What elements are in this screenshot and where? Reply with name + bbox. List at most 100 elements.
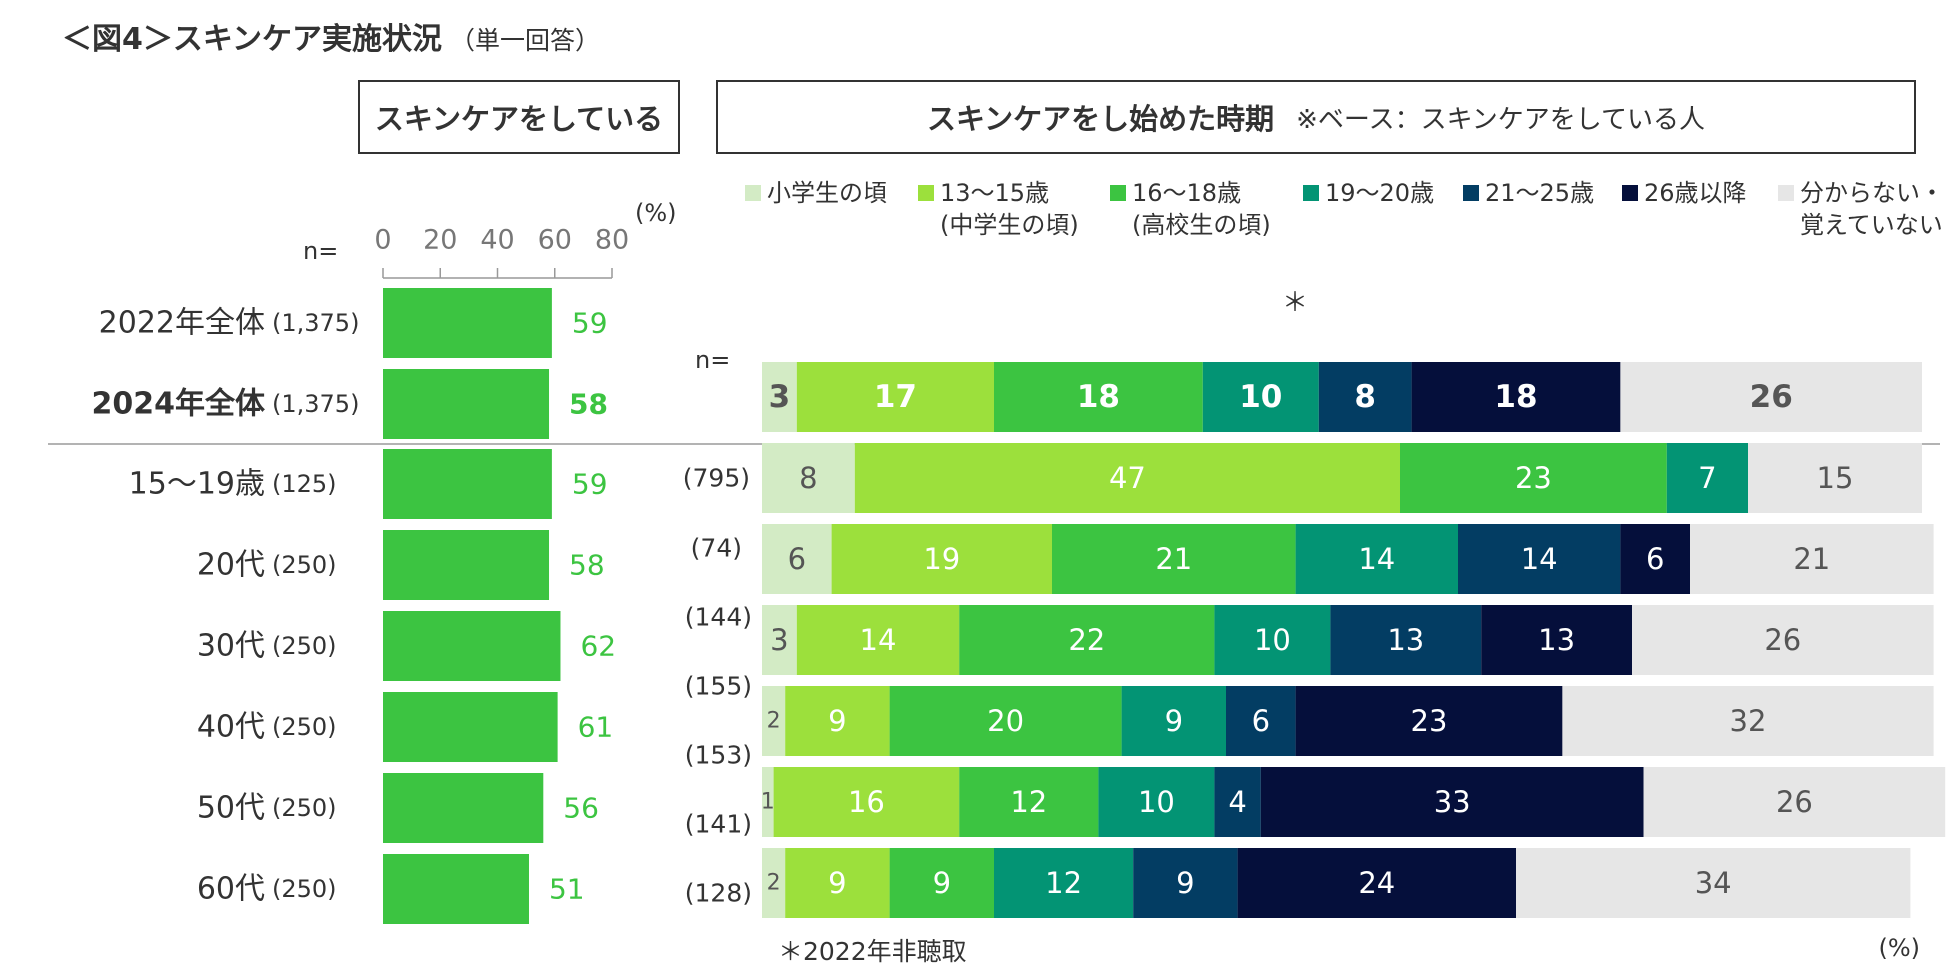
n-value: (795) bbox=[683, 464, 750, 493]
n-value: (250) bbox=[272, 713, 337, 741]
legend-label: 21〜25歳 bbox=[1485, 179, 1594, 207]
segment-label: 20 bbox=[987, 704, 1024, 738]
segment bbox=[1620, 524, 1690, 594]
segment bbox=[1481, 605, 1632, 675]
segment bbox=[1620, 362, 1922, 432]
data-label: 58 bbox=[569, 549, 605, 582]
bar bbox=[383, 692, 558, 762]
category-label: 40代 bbox=[197, 710, 265, 745]
segment-label: 17 bbox=[874, 379, 917, 415]
segment bbox=[959, 767, 1099, 837]
category-label: 20代 bbox=[197, 548, 265, 583]
segment bbox=[994, 848, 1134, 918]
segment bbox=[785, 848, 890, 918]
segment bbox=[796, 605, 960, 675]
segment bbox=[1295, 686, 1563, 756]
segment bbox=[1632, 605, 1934, 675]
segment bbox=[1133, 848, 1238, 918]
segment bbox=[762, 686, 786, 756]
legend-sublabel: (高校生の頃) bbox=[1132, 211, 1271, 239]
segment-label: 23 bbox=[1411, 704, 1448, 738]
segment-label: 21 bbox=[1155, 542, 1192, 576]
segment bbox=[1330, 605, 1482, 675]
segment bbox=[1562, 686, 1934, 756]
category-label: 30代 bbox=[197, 629, 265, 664]
left-panel-header-text: スキンケアをしている bbox=[374, 102, 664, 136]
segment bbox=[762, 605, 797, 675]
segment-label: 18 bbox=[1077, 379, 1120, 415]
legend-swatch bbox=[918, 185, 934, 201]
segment-label: 26 bbox=[1750, 379, 1793, 415]
n-value: (74) bbox=[691, 534, 742, 563]
legend-label: 26歳以降 bbox=[1644, 179, 1747, 207]
segment-label: 9 bbox=[828, 704, 846, 738]
segment bbox=[1411, 362, 1621, 432]
data-label: 59 bbox=[572, 307, 608, 340]
n-value: (125) bbox=[272, 470, 337, 498]
segment-label: 9 bbox=[933, 866, 951, 900]
x-tick-label: 20 bbox=[423, 225, 457, 256]
x-tick-label: 40 bbox=[480, 225, 514, 256]
legend-swatch bbox=[1778, 185, 1794, 201]
segment bbox=[1098, 767, 1215, 837]
bar bbox=[383, 530, 550, 600]
segment bbox=[762, 362, 797, 432]
segment-label: 6 bbox=[1252, 704, 1270, 738]
segment bbox=[1121, 686, 1226, 756]
segment-label: 18 bbox=[1494, 379, 1537, 415]
segment-label: 26 bbox=[1764, 623, 1801, 657]
segment bbox=[1052, 524, 1296, 594]
segment bbox=[1318, 362, 1412, 432]
segment-label: 47 bbox=[1109, 461, 1146, 495]
segment bbox=[1226, 686, 1296, 756]
segment-label: 22 bbox=[1068, 623, 1105, 657]
data-label: 51 bbox=[549, 873, 585, 906]
segment-label: 1 bbox=[761, 790, 775, 815]
n-value: (250) bbox=[272, 875, 337, 903]
segment bbox=[1458, 524, 1621, 594]
segment-label: 8 bbox=[1354, 379, 1376, 415]
n-value: (155) bbox=[685, 672, 752, 701]
segment bbox=[1516, 848, 1911, 918]
figure-title-note: （単一回答） bbox=[449, 26, 600, 55]
right-panel-header-text: スキンケアをし始めた時期 bbox=[926, 102, 1275, 136]
segment bbox=[854, 443, 1400, 513]
legend-swatch bbox=[1622, 185, 1638, 201]
data-label: 61 bbox=[578, 711, 614, 744]
segment-label: 14 bbox=[860, 623, 897, 657]
segment-label: 6 bbox=[788, 542, 806, 576]
segment-label: 24 bbox=[1358, 866, 1395, 900]
unit-label: (%) bbox=[635, 199, 677, 227]
segment-label: 8 bbox=[799, 461, 817, 495]
segment-label: 15 bbox=[1817, 461, 1854, 495]
segment bbox=[1260, 767, 1644, 837]
legend-swatch bbox=[1303, 185, 1319, 201]
segment bbox=[762, 848, 786, 918]
n-value: (1,375) bbox=[272, 390, 359, 418]
segment bbox=[1690, 524, 1934, 594]
legend-label: 19〜20歳 bbox=[1325, 179, 1434, 207]
segment-label: 2 bbox=[767, 871, 781, 896]
segment-label: 2 bbox=[767, 709, 781, 734]
bar bbox=[383, 773, 544, 843]
n-value: (153) bbox=[685, 741, 752, 770]
n-value: (144) bbox=[685, 603, 752, 632]
segment bbox=[762, 443, 855, 513]
n-value: (250) bbox=[272, 551, 337, 579]
segment-label: 32 bbox=[1730, 704, 1767, 738]
legend-label: 16〜18歳 bbox=[1132, 179, 1241, 207]
segment-label: 12 bbox=[1045, 866, 1082, 900]
n-value: (250) bbox=[272, 632, 337, 660]
x-tick-label: 80 bbox=[595, 225, 629, 256]
segment-label: 9 bbox=[1165, 704, 1183, 738]
segment bbox=[1214, 605, 1331, 675]
bar bbox=[383, 854, 529, 924]
segment bbox=[762, 524, 832, 594]
segment bbox=[1295, 524, 1458, 594]
segment bbox=[1643, 767, 1946, 837]
figure-title-text: ＜図4＞スキンケア実施状況 bbox=[62, 22, 442, 57]
segment bbox=[785, 686, 890, 756]
bar bbox=[383, 611, 561, 681]
bar bbox=[383, 449, 552, 519]
